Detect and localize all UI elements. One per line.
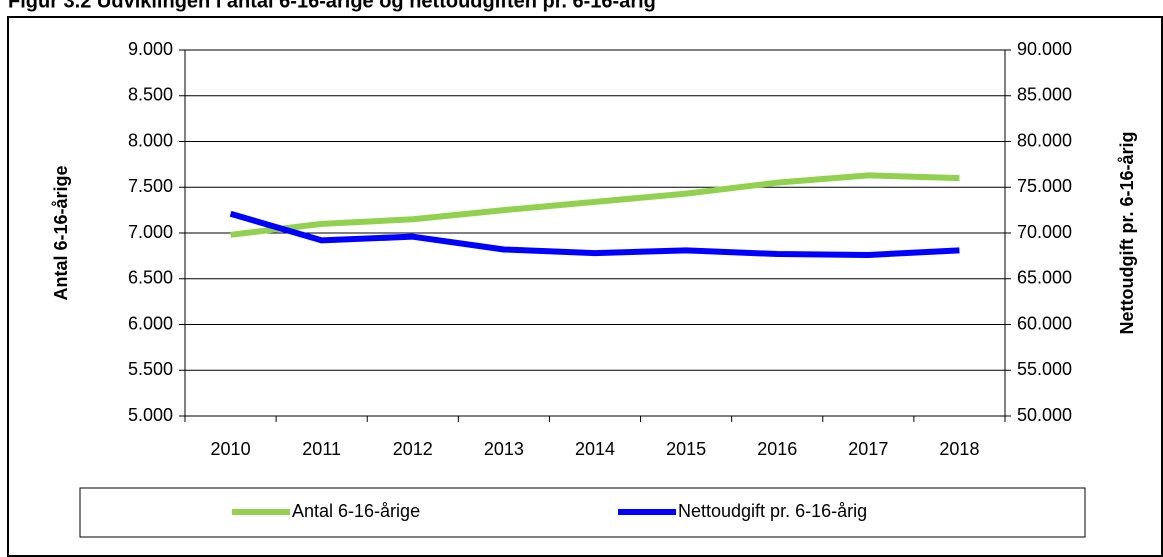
y-tick-label: 8.500 [128,85,173,105]
y2-axis-title: Nettoudgift pr. 6-16-årig [1117,131,1137,334]
y-tick-label: 6.000 [128,313,173,333]
y-tick-label: 9.000 [128,39,173,59]
x-tick-label: 2016 [757,439,797,459]
y2-tick-label: 80.000 [1017,130,1072,150]
y2-tick-label: 55.000 [1017,359,1072,379]
y2-tick-label: 90.000 [1017,39,1072,59]
x-tick-label: 2017 [848,439,888,459]
x-tick-label: 2018 [939,439,979,459]
legend [79,487,1086,538]
x-tick-label: 2010 [211,439,251,459]
y-tick-label: 5.000 [128,405,173,425]
chart-title: Figur 3.2 Udviklingen i antal 6-16-årige… [8,0,656,12]
chart-frame [7,16,1163,557]
y-tick-label: 8.000 [128,130,173,150]
y2-tick-label: 75.000 [1017,176,1072,196]
x-tick-label: 2014 [575,439,615,459]
legend-label: Nettoudgift pr. 6-16-årig [678,501,867,521]
series-line [230,172,960,238]
y-tick-label: 6.500 [128,268,173,288]
y-tick-label: 7.500 [128,176,173,196]
y-tick-label: 5.500 [128,359,173,379]
y2-tick-label: 50.000 [1017,405,1072,425]
x-tick-label: 2012 [393,439,433,459]
y2-tick-label: 85.000 [1017,85,1072,105]
y-axis-title: Antal 6-16-årige [51,165,71,300]
y2-tick-label: 60.000 [1017,313,1072,333]
y2-tick-label: 70.000 [1017,222,1072,242]
y2-tick-label: 65.000 [1017,268,1072,288]
legend-label: Antal 6-16-årige [292,501,420,521]
x-tick-label: 2015 [666,439,706,459]
x-tick-label: 2011 [302,439,341,459]
series-line [229,210,960,258]
y-tick-label: 7.000 [128,222,173,242]
x-tick-label: 2013 [484,439,524,459]
